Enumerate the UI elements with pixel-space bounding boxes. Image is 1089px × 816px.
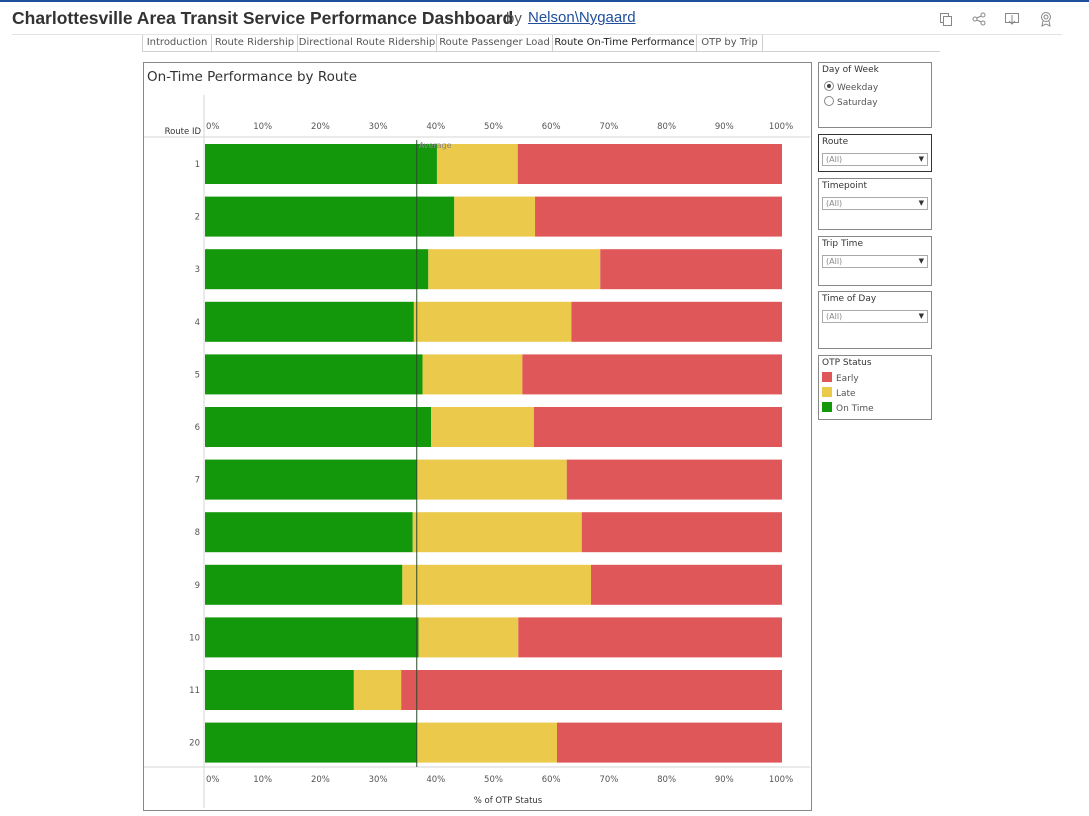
top-accent-bar — [0, 0, 1089, 2]
legend-item-early[interactable]: Early — [822, 372, 859, 384]
radio-unselected-icon — [824, 96, 834, 106]
header-divider — [12, 34, 1062, 35]
tab-bar: Introduction Route Ridership Directional… — [142, 35, 940, 52]
by-label: by — [506, 10, 522, 27]
tab-directional-route-ridership[interactable]: Directional Route Ridership — [298, 35, 437, 51]
day-of-week-title: Day of Week — [822, 65, 879, 75]
time-of-day-dropdown[interactable]: (All) ▼ — [822, 310, 928, 323]
route-dropdown[interactable]: (All) ▼ — [822, 153, 928, 166]
time-of-day-dropdown-value: (All) — [826, 312, 843, 321]
timepoint-filter-title: Timepoint — [822, 181, 867, 191]
tab-route-passenger-load[interactable]: Route Passenger Load — [437, 35, 553, 51]
chart-title: On-Time Performance by Route — [147, 69, 358, 85]
trip-time-dropdown-value: (All) — [826, 257, 843, 266]
header: Charlottesville Area Transit Service Per… — [0, 2, 1089, 34]
route-dropdown-value: (All) — [826, 155, 843, 164]
chevron-down-icon: ▼ — [918, 257, 924, 265]
chevron-down-icon: ▼ — [918, 312, 924, 320]
legend-swatch-on-time — [822, 402, 832, 412]
radio-saturday-label: Saturday — [837, 98, 878, 108]
copy-icon[interactable] — [938, 11, 954, 27]
tab-route-on-time-performance[interactable]: Route On-Time Performance — [553, 35, 697, 51]
legend-swatch-late — [822, 387, 832, 397]
timepoint-filter: Timepoint (All) ▼ — [818, 178, 932, 230]
download-icon[interactable] — [1004, 11, 1020, 27]
legend-label-early: Early — [836, 374, 859, 384]
legend-item-late[interactable]: Late — [822, 387, 856, 399]
timepoint-dropdown[interactable]: (All) ▼ — [822, 197, 928, 210]
chevron-down-icon: ▼ — [918, 155, 924, 163]
radio-selected-icon — [824, 81, 834, 91]
dashboard-title: Charlottesville Area Transit Service Per… — [12, 8, 514, 28]
tab-introduction[interactable]: Introduction — [142, 35, 212, 51]
radio-saturday[interactable]: Saturday — [824, 96, 878, 108]
day-of-week-filter: Day of Week Weekday Saturday — [818, 62, 932, 128]
legend-label-late: Late — [836, 389, 856, 399]
trip-time-filter-title: Trip Time — [822, 239, 863, 249]
trip-time-dropdown[interactable]: (All) ▼ — [822, 255, 928, 268]
timepoint-dropdown-value: (All) — [826, 199, 843, 208]
radio-weekday-label: Weekday — [837, 83, 879, 93]
tab-route-ridership[interactable]: Route Ridership — [212, 35, 298, 51]
tab-otp-by-trip[interactable]: OTP by Trip — [697, 35, 763, 51]
time-of-day-filter-title: Time of Day — [822, 294, 877, 304]
route-filter-title: Route — [822, 137, 849, 147]
route-filter: Route (All) ▼ — [818, 134, 932, 172]
legend-item-on-time[interactable]: On Time — [822, 402, 874, 414]
legend-title: OTP Status — [822, 358, 872, 368]
author-link[interactable]: Nelson\Nygaard — [528, 9, 636, 26]
time-of-day-filter: Time of Day (All) ▼ — [818, 291, 932, 349]
legend-label-on-time: On Time — [836, 404, 874, 414]
trip-time-filter: Trip Time (All) ▼ — [818, 236, 932, 286]
favorite-icon[interactable] — [1038, 11, 1054, 27]
radio-weekday[interactable]: Weekday — [824, 81, 878, 93]
chart-container — [143, 62, 812, 811]
otp-status-legend: OTP Status Early Late On Time — [818, 355, 932, 420]
legend-swatch-early — [822, 372, 832, 382]
chevron-down-icon: ▼ — [918, 199, 924, 207]
share-icon[interactable] — [971, 11, 987, 27]
